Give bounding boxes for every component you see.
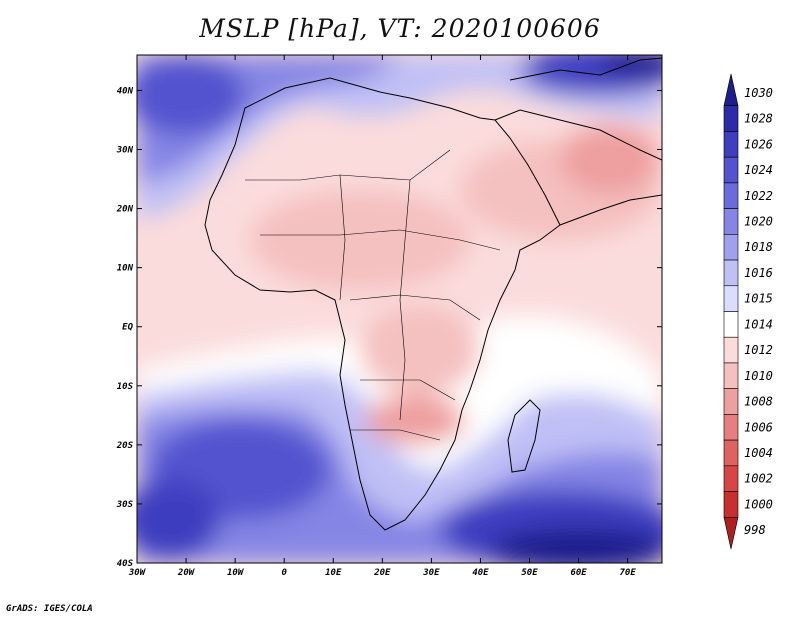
coastlines xyxy=(204,57,662,531)
colorbar-swatch xyxy=(723,285,739,312)
colorbar-swatch xyxy=(723,491,739,518)
colorbar-label: 1028 xyxy=(744,112,773,126)
lon-tick-label: 60E xyxy=(570,568,587,578)
colorbar-label: 1000 xyxy=(744,497,773,511)
colorbar-label: 1022 xyxy=(744,189,773,203)
colorbar-label: 1006 xyxy=(744,420,773,434)
lat-tick-label: 30N xyxy=(116,146,134,156)
colorbar-swatch xyxy=(723,388,739,415)
lon-tick-label: 10W xyxy=(227,568,245,578)
colorbar-label: 1030 xyxy=(744,86,773,100)
colorbar-label: 1018 xyxy=(744,240,773,254)
axis-ticks: 30W 20W 10W 0 10E 20E 30E 40E 50E 60E 70E 40N 30N 20N… xyxy=(116,55,662,578)
colorbar-label: 1010 xyxy=(744,369,773,383)
lat-tick-label: 20N xyxy=(116,205,134,215)
lon-tick-label: 0 xyxy=(281,568,287,578)
colorbar-swatch xyxy=(723,182,739,209)
colorbar-swatch xyxy=(723,73,739,107)
colorbar-swatch xyxy=(723,516,739,550)
lon-tick-label: 30E xyxy=(422,568,440,578)
colorbar-swatch xyxy=(723,208,739,235)
colorbar-swatch xyxy=(723,439,739,467)
lat-tick-label: 10S xyxy=(117,382,134,392)
pressure-field xyxy=(137,55,662,563)
colorbar: 1030 1028 1026 1024 1022 1020 1018 1016 1015 1014… xyxy=(723,73,773,550)
lat-tick-label: 40S xyxy=(117,559,134,569)
lat-tick-label: 40N xyxy=(117,86,134,96)
colorbar-label: 1004 xyxy=(744,446,773,460)
lon-tick-label: 70E xyxy=(620,568,637,578)
colorbar-label: 998 xyxy=(744,523,766,537)
colorbar-label: 1020 xyxy=(744,214,773,228)
lon-tick-label: 20E xyxy=(373,568,391,578)
colorbar-swatch xyxy=(723,311,739,338)
lon-tick-label: 30W xyxy=(128,568,147,578)
colorbar-swatch xyxy=(723,234,739,261)
lat-tick-label: 20S xyxy=(116,441,134,451)
colorbar-swatch xyxy=(723,131,739,158)
colorbar-swatch xyxy=(723,259,739,287)
lat-tick-label: EQ xyxy=(122,323,133,333)
colorbar-label: 1012 xyxy=(744,343,773,357)
colorbar-swatch xyxy=(723,362,739,389)
colorbar-swatch xyxy=(723,414,739,441)
lat-tick-label: 10N xyxy=(117,264,134,274)
lon-tick-label: 50E xyxy=(521,568,538,578)
colorbar-swatch xyxy=(723,336,739,364)
colorbar-label: 1024 xyxy=(744,163,773,177)
lon-tick-label: 40E xyxy=(472,568,489,578)
lon-tick-label: 20W xyxy=(177,568,196,578)
lon-tick-label: 10E xyxy=(325,568,342,578)
footer-credit: GrADS: IGES/COLA xyxy=(6,604,93,614)
map-title: MSLP [hPa], VT: 2020100606 xyxy=(199,14,601,43)
lat-tick-label: 30S xyxy=(116,500,134,510)
colorbar-label: 1014 xyxy=(744,317,773,331)
map-frame xyxy=(136,54,663,564)
colorbar-label: 1008 xyxy=(744,395,773,409)
colorbar-label: 1015 xyxy=(744,292,773,306)
colorbar-swatch xyxy=(723,156,739,184)
colorbar-swatch xyxy=(723,465,739,492)
colorbar-label: 1016 xyxy=(744,266,773,280)
colorbar-label: 1026 xyxy=(744,137,773,151)
colorbar-label: 1002 xyxy=(744,472,773,486)
colorbar-swatch xyxy=(723,105,739,132)
